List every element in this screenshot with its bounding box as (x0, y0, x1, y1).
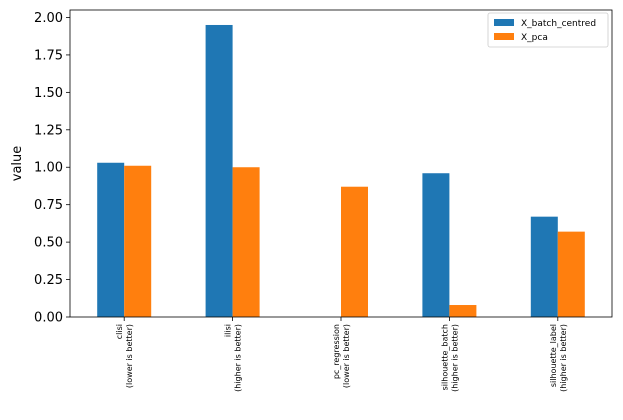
y-tick-label: 1.00 (34, 161, 63, 176)
y-tick-label: 0.75 (34, 198, 63, 213)
bar-X_pca-pc_regression (341, 186, 368, 317)
y-tick-label: 1.50 (34, 86, 63, 101)
bar-X_pca-silhouette_batch (449, 305, 477, 317)
legend-label: X_pca (521, 33, 548, 43)
legend-box (487, 12, 609, 48)
x-tick-label: ilisi (higher is better) (224, 324, 243, 392)
bar-X_batch_centred-clisi (97, 162, 125, 317)
x-tick-label-line: ilisi (224, 324, 233, 337)
bar-X_batch_centred-silhouette_batch (422, 173, 450, 317)
y-tick-label: 2.00 (34, 11, 63, 26)
x-tick-label: silhouette_label (higher is better) (549, 324, 568, 392)
x-tick-label-line: pc_regression (332, 324, 341, 379)
x-tick-label-line: (higher is better) (450, 324, 459, 392)
bar-X_pca-silhouette_label (557, 231, 585, 317)
x-tick-label-line: clisi (115, 324, 124, 339)
bars-group (97, 24, 585, 317)
y-tick-label: 1.25 (34, 123, 63, 138)
legend-swatch (494, 19, 514, 26)
legend: X_batch_centred X_pca (487, 12, 609, 48)
y-tick-label: 0.50 (34, 236, 63, 251)
y-axis: 0.00 0.25 0.50 0.75 1.00 1.25 1.50 1.75 2.00 (34, 11, 70, 326)
y-axis-label: value (10, 146, 25, 182)
x-tick-label-line: silhouette_label (549, 324, 558, 387)
legend-swatch (494, 33, 514, 40)
bar-X_batch_centred-ilisi (205, 24, 233, 317)
x-tick-label: clisi (lower is better) (115, 324, 134, 388)
bar-X_batch_centred-silhouette_label (530, 216, 558, 317)
legend-label: X_batch_centred (521, 19, 596, 29)
x-tick-label-line: (lower is better) (342, 324, 351, 388)
x-tick-label-line: silhouette_batch (440, 324, 449, 390)
bar-X_pca-ilisi (232, 167, 260, 317)
plot-frame (69, 9, 613, 318)
x-tick-label-line: (higher is better) (559, 324, 568, 392)
y-tick-label: 0.25 (34, 273, 63, 288)
x-tick-label-line: (higher is better) (234, 324, 243, 392)
x-tick-label: pc_regression (lower is better) (332, 324, 351, 388)
x-tick-label-line: (lower is better) (125, 324, 134, 388)
y-tick-label: 0.00 (34, 311, 63, 326)
x-axis: clisi (lower is better) ilisi (higher is be… (115, 317, 568, 392)
y-tick-label: 1.75 (34, 48, 63, 63)
bar-X_pca-clisi (124, 165, 152, 317)
x-tick-label: silhouette_batch (higher is better) (440, 324, 459, 392)
